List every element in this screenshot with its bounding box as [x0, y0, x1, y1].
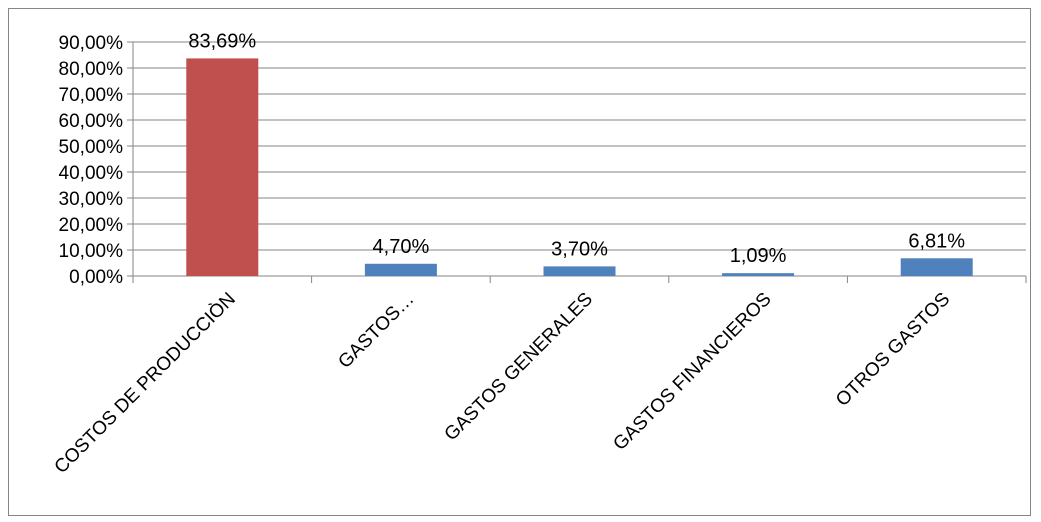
- x-category-label: GASTOS FINANCIEROS: [609, 289, 775, 455]
- x-category-label: GASTOS…: [334, 289, 418, 373]
- bar: [722, 273, 795, 276]
- bar: [186, 58, 259, 276]
- data-label: 83,69%: [188, 30, 256, 52]
- y-tick-label: 90,00%: [59, 33, 124, 54]
- y-tick-label: 20,00%: [59, 215, 124, 236]
- y-tick-label: 70,00%: [59, 85, 124, 106]
- y-tick-label: 60,00%: [59, 111, 124, 132]
- chart-frame: [8, 8, 1031, 516]
- bar: [364, 263, 437, 276]
- y-tick-label: 80,00%: [59, 59, 124, 80]
- x-category-label: COSTOS DE PRODUCCIÒN: [50, 288, 240, 478]
- y-tick-label: 0,00%: [69, 267, 123, 288]
- y-tick-label: 40,00%: [59, 163, 124, 184]
- y-tick-label: 30,00%: [59, 189, 124, 210]
- x-category-label: OTROS GASTOS: [832, 289, 954, 411]
- data-label: 1,09%: [730, 245, 787, 267]
- data-label: 3,70%: [551, 238, 608, 260]
- data-label: 6,81%: [908, 230, 965, 252]
- bar: [900, 258, 973, 276]
- y-tick-label: 10,00%: [59, 241, 124, 262]
- bar: [543, 266, 616, 276]
- x-category-label: GASTOS GENERALES: [441, 289, 597, 445]
- data-label: 4,70%: [373, 236, 430, 258]
- y-tick-label: 50,00%: [59, 137, 124, 158]
